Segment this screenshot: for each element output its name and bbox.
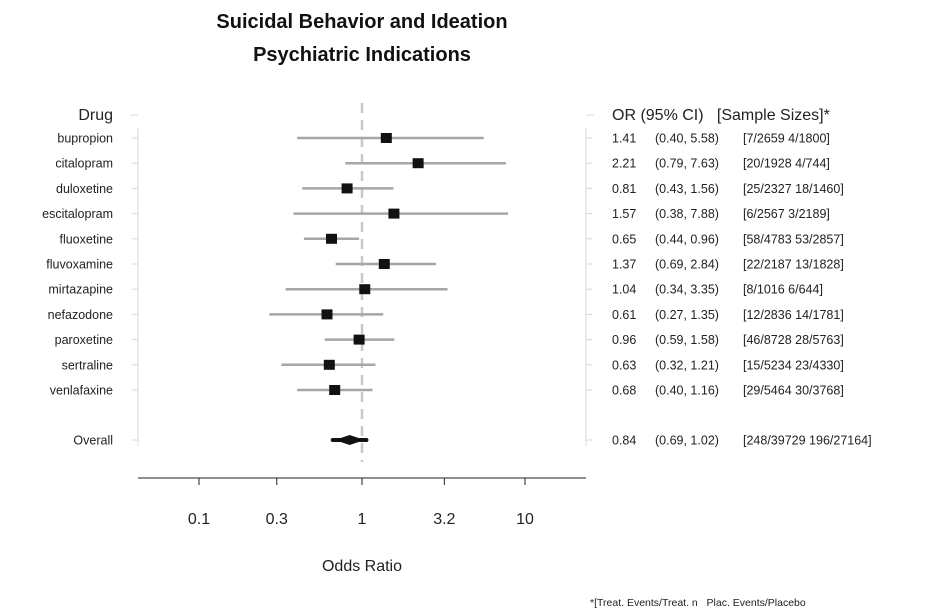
- point-estimate: [341, 183, 353, 194]
- drug-row: fluoxetine 0.65 (0.44, 0.96) [58/4783 53/28…: [59, 232, 843, 246]
- drug-column-header: Drug: [78, 107, 113, 124]
- drug-label: mirtazapine: [48, 283, 113, 297]
- sample-sizes: [6/2567 3/2189]: [743, 207, 830, 221]
- ci-value: (0.59, 1.58): [655, 333, 719, 347]
- or-value: 0.96: [612, 333, 636, 347]
- ci-value: (0.44, 0.96): [655, 232, 719, 246]
- or-column-header: OR (95% CI) [Sample Sizes]*: [612, 107, 830, 124]
- footnote: *[Treat. Events/Treat. n Plac. Events/Pl…: [590, 597, 806, 609]
- point-estimate: [378, 259, 390, 269]
- point-estimate: [321, 309, 333, 320]
- point-estimate: [380, 133, 392, 143]
- drug-label: paroxetine: [55, 333, 113, 347]
- x-tick-label: 10: [516, 511, 534, 528]
- point-estimate: [412, 158, 424, 169]
- drug-row: duloxetine 0.81 (0.43, 1.56) [25/2327 18/14…: [56, 182, 844, 196]
- drug-row: sertraline 0.63 (0.32, 1.21) [15/5234 23/43…: [62, 358, 844, 372]
- or-value: 0.61: [612, 308, 636, 322]
- or-value: 0.65: [612, 232, 636, 246]
- drug-label: fluoxetine: [59, 232, 113, 246]
- ci-value: (0.40, 1.16): [655, 384, 719, 398]
- drug-label: citalopram: [55, 157, 113, 171]
- ci-value: (0.79, 7.63): [655, 157, 719, 171]
- drug-label: fluvoxamine: [46, 258, 113, 272]
- sample-sizes: [15/5234 23/4330]: [743, 358, 844, 372]
- ci-value: (0.27, 1.35): [655, 308, 719, 322]
- point-estimate: [326, 233, 338, 244]
- ci-value: (0.43, 1.56): [655, 182, 719, 196]
- drug-label: sertraline: [62, 358, 113, 372]
- drug-row: nefazodone 0.61 (0.27, 1.35) [12/2836 14/17…: [48, 308, 844, 322]
- drug-row: mirtazapine 1.04 (0.34, 3.35) [8/1016 6/644…: [48, 283, 823, 297]
- drug-row: venlafaxine 0.68 (0.40, 1.16) [29/5464 30/3…: [50, 384, 844, 398]
- point-estimate: [329, 385, 341, 395]
- sample-sizes: [22/2187 13/1828]: [743, 258, 844, 272]
- sample-sizes: [46/8728 28/5763]: [743, 333, 844, 347]
- sample-sizes: [12/2836 14/1781]: [743, 308, 844, 322]
- ci-value: (0.40, 5.58): [655, 132, 719, 146]
- sample-sizes: [29/5464 30/3768]: [743, 384, 844, 398]
- or-value: 1.41: [612, 132, 636, 146]
- chart-title-line-1: Suicidal Behavior and Ideation: [216, 11, 507, 33]
- sample-sizes: [8/1016 6/644]: [743, 283, 823, 297]
- or-value: 0.81: [612, 182, 636, 196]
- sample-sizes: [58/4783 53/2857]: [743, 232, 844, 246]
- or-value: 1.04: [612, 283, 636, 297]
- point-estimate: [359, 284, 371, 295]
- x-axis: 0.1 0.3 1 3.2 10: [138, 477, 586, 528]
- point-estimate: [388, 208, 400, 219]
- ci-value: (0.69, 1.02): [655, 434, 719, 448]
- or-value: 1.57: [612, 207, 636, 221]
- drug-row: bupropion 1.41 (0.40, 5.58) [7/2659 4/1800]: [57, 132, 830, 146]
- chart-title-line-2: Psychiatric Indications: [253, 44, 471, 66]
- drug-label: bupropion: [57, 132, 113, 146]
- drug-row: paroxetine 0.96 (0.59, 1.58) [46/8728 28/57…: [55, 333, 844, 347]
- sample-sizes: [20/1928 4/744]: [743, 157, 830, 171]
- or-value: 2.21: [612, 157, 636, 171]
- drug-label: Overall: [73, 434, 113, 448]
- sample-sizes: [7/2659 4/1800]: [743, 132, 830, 146]
- x-tick-label: 0.3: [266, 511, 288, 528]
- forest-rows: bupropion 1.41 (0.40, 5.58) [7/2659 4/1800]…: [42, 132, 871, 448]
- x-tick-label: 0.1: [188, 511, 210, 528]
- or-value: 0.84: [612, 434, 636, 448]
- drug-row: fluvoxamine 1.37 (0.69, 2.84) [22/2187 13/1…: [46, 258, 844, 272]
- ci-value: (0.38, 7.88): [655, 207, 719, 221]
- drug-label: escitalopram: [42, 207, 113, 221]
- overall-row: Overall 0.84 (0.69, 1.02) [248/39729 196/27…: [73, 434, 871, 448]
- sample-sizes: [248/39729 196/27164]: [743, 434, 872, 448]
- point-estimate: [353, 334, 365, 345]
- or-value: 0.68: [612, 384, 636, 398]
- row-brackets: [130, 114, 594, 446]
- x-axis-label: Odds Ratio: [322, 558, 402, 575]
- or-value: 1.37: [612, 258, 636, 272]
- drug-label: duloxetine: [56, 182, 113, 196]
- drug-label: nefazodone: [48, 308, 113, 322]
- x-tick-label: 1: [358, 511, 367, 528]
- ci-value: (0.32, 1.21): [655, 358, 719, 372]
- x-tick-label: 3.2: [433, 511, 455, 528]
- drug-row: escitalopram 1.57 (0.38, 7.88) [6/2567 3/21…: [42, 207, 830, 221]
- sample-sizes: [25/2327 18/1460]: [743, 182, 844, 196]
- or-value: 0.63: [612, 358, 636, 372]
- drug-row: citalopram 2.21 (0.79, 7.63) [20/1928 4/744…: [55, 157, 830, 171]
- ci-value: (0.69, 2.84): [655, 258, 719, 272]
- ci-value: (0.34, 3.35): [655, 283, 719, 297]
- drug-label: venlafaxine: [50, 384, 113, 398]
- point-estimate: [323, 359, 335, 370]
